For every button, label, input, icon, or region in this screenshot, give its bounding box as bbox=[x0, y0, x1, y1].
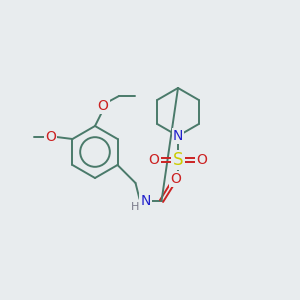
Text: O: O bbox=[45, 130, 56, 144]
Text: O: O bbox=[170, 172, 181, 186]
Text: N: N bbox=[173, 129, 183, 143]
Text: O: O bbox=[148, 153, 159, 167]
Text: S: S bbox=[173, 151, 183, 169]
Text: H: H bbox=[131, 202, 140, 212]
Text: O: O bbox=[98, 99, 108, 113]
Text: N: N bbox=[140, 194, 151, 208]
Text: O: O bbox=[196, 153, 207, 167]
